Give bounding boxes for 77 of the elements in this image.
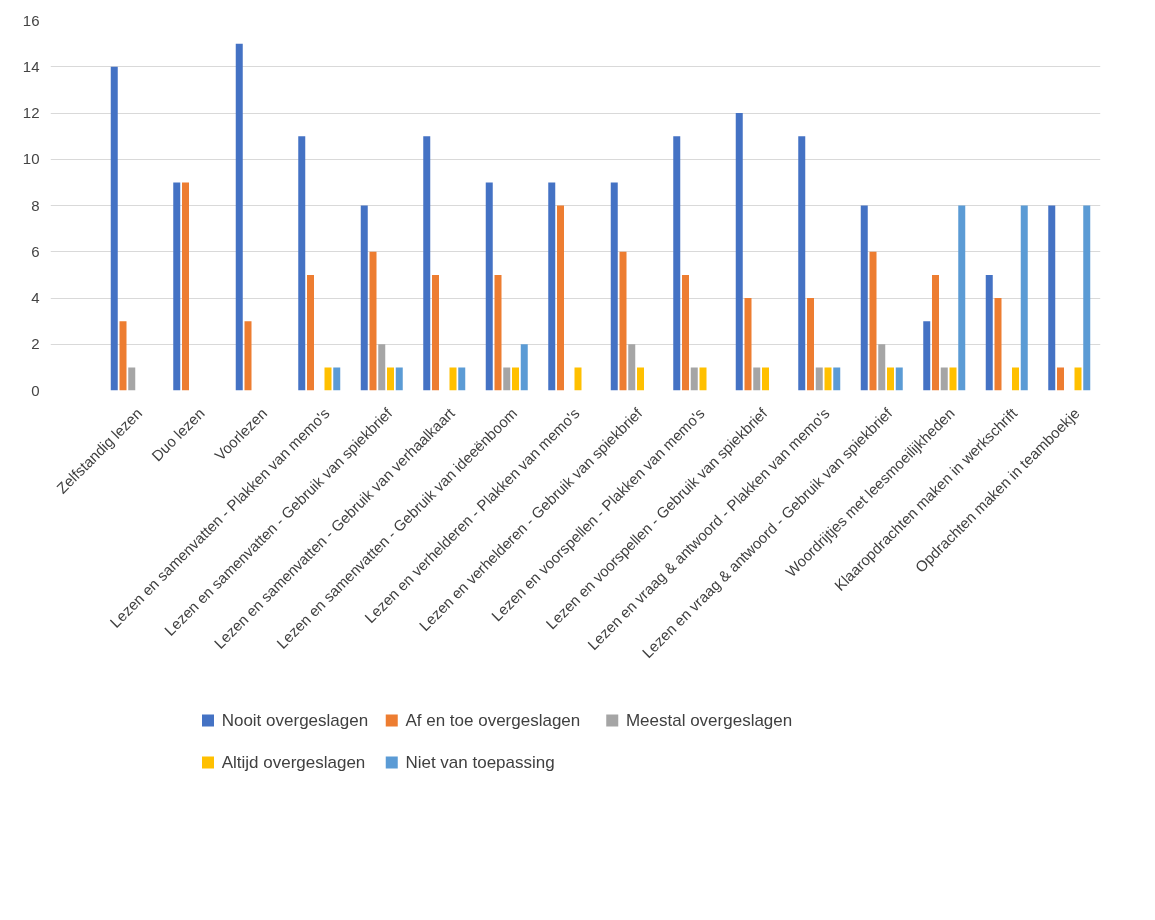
bar (824, 367, 832, 391)
bar (432, 274, 439, 391)
bar (699, 367, 707, 391)
bar (557, 205, 564, 391)
bar (753, 367, 761, 391)
bar (485, 182, 493, 391)
bar (949, 367, 957, 391)
bar (744, 298, 752, 391)
y-tick-label: 16 (22, 11, 40, 29)
bar (762, 367, 769, 391)
bar (985, 274, 993, 391)
bar (387, 367, 394, 391)
bar (887, 367, 894, 391)
bar (1083, 205, 1091, 391)
y-tick-label: 12 (22, 104, 40, 121)
bar (548, 182, 556, 391)
bar (110, 66, 118, 391)
y-tick-label: 0 (31, 381, 40, 399)
legend-label: Af en toe overgeslagen (405, 711, 581, 730)
bar (182, 182, 189, 391)
bar (1048, 205, 1056, 391)
y-tick-label: 14 (22, 57, 40, 75)
bar (878, 344, 886, 391)
y-tick-label: 8 (31, 196, 40, 214)
bar (423, 136, 431, 391)
legend-label: Niet van toepassing (405, 753, 555, 772)
bar (735, 113, 743, 391)
bar (458, 367, 466, 391)
bar (807, 298, 814, 391)
legend-label: Nooit overgeslagen (221, 711, 369, 730)
y-tick-label: 6 (31, 242, 40, 260)
bar (173, 182, 181, 391)
bar (932, 274, 939, 391)
bar (244, 321, 252, 391)
bar (994, 298, 1002, 391)
bar (1012, 367, 1019, 391)
bar (520, 344, 528, 391)
y-tick-label: 2 (31, 335, 40, 353)
bar (494, 274, 502, 391)
bar (512, 367, 519, 391)
bar (333, 367, 341, 391)
bar (690, 367, 698, 391)
bar (833, 367, 841, 391)
bar (682, 274, 689, 391)
bar (628, 344, 636, 391)
bar (798, 136, 806, 391)
bar (860, 205, 868, 391)
bar (449, 367, 457, 391)
legend-label: Meestal overgeslagen (625, 711, 793, 730)
bar (360, 205, 368, 391)
bar (610, 182, 618, 391)
bar (619, 251, 627, 391)
bar (324, 367, 332, 391)
bar (378, 344, 386, 391)
bar (395, 367, 403, 391)
bar (298, 136, 306, 391)
bar (128, 367, 136, 391)
bar (1057, 367, 1064, 391)
bar (673, 136, 681, 391)
bar (637, 367, 644, 391)
bar (369, 251, 377, 391)
bar (307, 274, 314, 391)
bar (1074, 367, 1082, 391)
bar (940, 367, 948, 391)
bar (574, 367, 582, 391)
bar (119, 321, 127, 391)
bar (503, 367, 511, 391)
bar (1020, 205, 1028, 391)
y-tick-label: 10 (22, 150, 40, 168)
bar (895, 367, 903, 391)
bar (235, 43, 243, 391)
bar (923, 321, 931, 391)
legend-label: Altijd overgeslagen (221, 753, 366, 772)
bar (869, 251, 877, 391)
bar (815, 367, 823, 391)
bar (958, 205, 966, 391)
y-tick-label: 4 (31, 289, 40, 306)
